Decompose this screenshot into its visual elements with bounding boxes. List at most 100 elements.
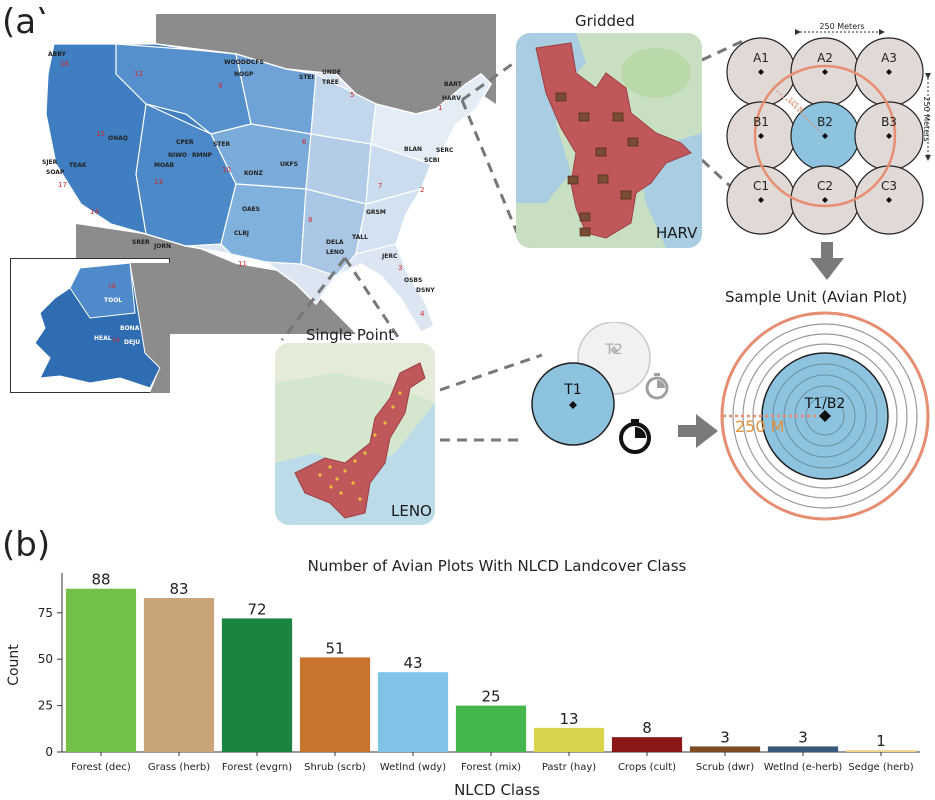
bar — [377, 672, 449, 752]
timer-plots-diagram: T2 T1 — [531, 322, 669, 454]
bar — [143, 597, 215, 752]
site-label: STEI — [299, 74, 314, 81]
y-tick-label: 75 — [38, 606, 53, 620]
x-tick-label: Shrub (scrb) — [304, 762, 366, 773]
bar-value-label: 83 — [169, 580, 188, 598]
right-arrow-icon — [678, 414, 718, 448]
site-label: TALL — [352, 234, 368, 241]
chart-title: Number of Avian Plots With NLCD Landcove… — [308, 557, 687, 575]
alaska-site-label: DEJU — [124, 339, 140, 346]
cell-label: A3 — [881, 51, 897, 65]
alaska-site-label: BONA — [120, 325, 140, 332]
alaska-site-label: HEAL — [94, 335, 112, 342]
x-tick-label: Scrub (dwr) — [696, 762, 754, 773]
cell-label: A2 — [817, 51, 833, 65]
site-label: TEAK — [69, 162, 87, 169]
site-label: JORN — [153, 243, 171, 250]
site-label: SOAP — [46, 169, 65, 176]
site-label: DELA — [326, 239, 344, 246]
bar — [65, 588, 137, 752]
domain-number: 3 — [398, 264, 402, 272]
domain-number: 13 — [154, 178, 163, 186]
y-tick-label: 50 — [38, 652, 53, 666]
bar-value-label: 3 — [720, 728, 730, 746]
x-tick-label: Forest (evgrn) — [222, 762, 292, 773]
bar — [611, 737, 683, 752]
site-label: CLBJ — [234, 230, 249, 237]
bar — [221, 618, 293, 752]
site-label: KONZ — [244, 170, 264, 177]
domain-number: 1 — [438, 104, 442, 112]
domain-number: 16 — [60, 60, 69, 68]
cell-label: B3 — [881, 115, 897, 129]
site-label: TREE — [322, 79, 339, 86]
sample-unit-diagram: T1/B2 250 M — [720, 311, 930, 521]
bar-value-label: 72 — [247, 600, 266, 618]
site-label: ABBY — [48, 51, 66, 58]
domain-number: 14 — [90, 208, 99, 216]
site-label: NOGP — [234, 71, 254, 78]
bar — [299, 657, 371, 752]
bar-value-label: 51 — [325, 639, 344, 657]
plot-grid-diagram: 250 Meters 250 Meters 125 M A1 A2 A3 B1 … — [726, 22, 931, 235]
site-label: GRSM — [366, 209, 386, 216]
site-label: UKFS — [280, 161, 298, 168]
single-point-title: Single Point — [306, 326, 395, 344]
bar-value-label: 88 — [91, 571, 110, 589]
x-tick-label: Forest (dec) — [71, 762, 131, 773]
domain-number: 17 — [58, 181, 67, 189]
site-label: HARV — [442, 95, 461, 102]
site-label: UNDE — [322, 69, 341, 76]
landcover-bar-chart: Number of Avian Plots With NLCD Landcove… — [6, 557, 920, 799]
grid-radius-label: 125 M — [787, 96, 805, 114]
domain-number: 8 — [308, 216, 312, 224]
bar-value-label: 8 — [642, 719, 652, 737]
stopwatch-icon — [619, 419, 651, 454]
bar-value-label: 3 — [798, 728, 808, 746]
alaska-site-label: TOOL — [104, 297, 122, 304]
domain-number: 15 — [96, 130, 105, 138]
site-label: WOOD — [224, 59, 246, 66]
site-label: OSBS — [404, 277, 422, 284]
y-tick-label: 0 — [45, 745, 53, 759]
site-label: SJER — [42, 159, 58, 166]
site-label: RMNP — [192, 152, 213, 159]
bar-value-label: 1 — [876, 732, 886, 750]
site-label: ONAQ — [108, 135, 128, 142]
x-tick-label: Crops (cult) — [618, 762, 676, 773]
bar — [533, 727, 605, 752]
bar — [689, 746, 761, 752]
sample-unit-center-label: T1/B2 — [804, 396, 846, 412]
site-label: BART — [444, 81, 463, 88]
buffer-ring — [753, 64, 897, 208]
alaska-inset-map: TOOL BONA HEAL DEJU 18 19 — [10, 258, 170, 393]
sample-unit-radius-label: 250 M — [735, 417, 784, 436]
panel-b-letter: (b) — [2, 525, 51, 565]
site-label: NIWO — [168, 152, 187, 159]
y-tick-label: 25 — [38, 699, 53, 713]
x-axis-label: NLCD Class — [454, 781, 540, 799]
x-tick-label: Forest (mix) — [461, 762, 521, 773]
domain-number: 12 — [134, 70, 143, 78]
bar-value-label: 25 — [481, 688, 500, 706]
site-label: OAES — [242, 206, 260, 213]
timer-t2-label: T2 — [604, 342, 622, 358]
cell-label: A1 — [753, 51, 769, 65]
site-label: STER — [213, 141, 231, 148]
x-tick-label: Pastr (hay) — [542, 762, 596, 773]
cell-label: B2 — [817, 115, 833, 129]
grid-scale-top: 250 Meters — [819, 22, 864, 31]
x-tick-label: Wetlnd (e-herb) — [764, 762, 843, 773]
bar — [767, 746, 839, 752]
down-arrow-icon — [810, 242, 844, 280]
domain-number: 7 — [378, 182, 382, 190]
domain-number: 18 — [108, 283, 116, 290]
site-label: DCFS — [246, 59, 264, 66]
domain-number: 5 — [350, 91, 354, 99]
site-label: SRER — [132, 239, 150, 246]
gridded-title: Gridded — [575, 12, 635, 30]
site-label: MOAB — [154, 162, 175, 169]
timer-t1-label: T1 — [563, 382, 581, 398]
stopwatch-icon — [645, 373, 669, 400]
domain-number: 19 — [112, 337, 120, 344]
